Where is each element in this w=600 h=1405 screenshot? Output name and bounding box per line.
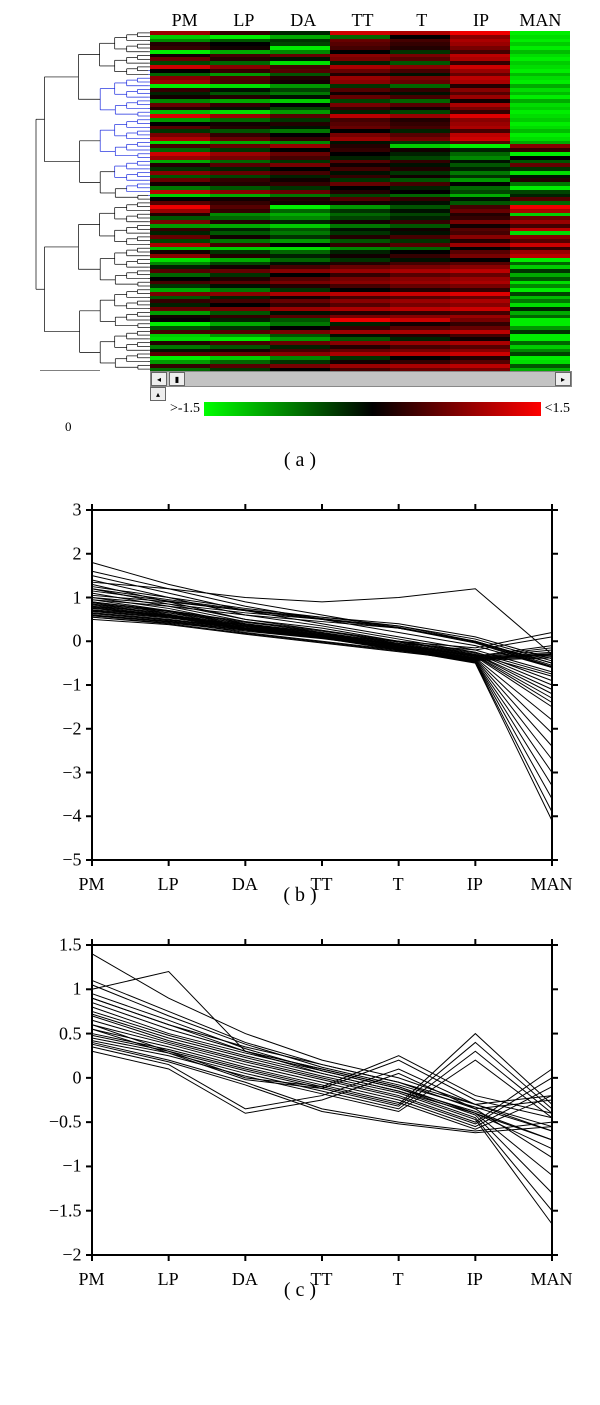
chart-svg [37,500,564,870]
panel-c-caption: ( c ) [30,1279,570,1302]
heatmap-column [390,31,450,371]
x-tick-label: PM [78,874,104,895]
y-tick-label: −1 [62,675,81,696]
y-tick-label: 1 [73,979,82,1000]
x-tick-label: DA [232,874,258,895]
heatmap-column [270,31,330,371]
x-tick-label: LP [158,1269,179,1290]
scroll-right-icon[interactable]: ▸ [555,372,571,386]
y-tick-label: 2 [73,543,82,564]
scroll-up-icon[interactable]: ▴ [150,387,166,401]
heatmap-col-label: PM [155,10,214,31]
y-tick-label: −3 [62,762,81,783]
x-tick-label: TT [311,874,333,895]
x-tick-label: PM [78,1269,104,1290]
y-tick-label: 1 [73,587,82,608]
heatmap-col-label: DA [274,10,333,31]
heatmap-grid [150,31,570,371]
heatmap-column [450,31,510,371]
y-tick-label: 0.5 [59,1023,82,1044]
x-tick-label: MAN [530,1269,572,1290]
heatmap-col-label: LP [214,10,273,31]
y-tick-label: −4 [62,806,81,827]
panel-b-caption: ( b ) [30,884,570,907]
x-tick-label: LP [158,874,179,895]
y-tick-label: 0 [73,631,82,652]
y-tick-label: −5 [62,850,81,871]
scroll-left-icon[interactable]: ◂ [151,372,167,386]
color-scale-bar [204,402,541,416]
x-tick-label: IP [467,874,483,895]
y-tick-label: 3 [73,500,82,521]
x-tick-label: DA [232,1269,258,1290]
page: PM LP DA TT T IP MAN ◂ ▮ ▸ ▴ >-1.5 <1.5 … [0,10,600,1405]
heatmap-column [210,31,270,371]
heatmap-column [330,31,390,371]
heatmap-column [510,31,570,371]
heatmap-col-label: MAN [511,10,570,31]
heatmap-v-scrollbar[interactable]: ▴ [150,387,570,401]
panel-a: PM LP DA TT T IP MAN ◂ ▮ ▸ ▴ >-1.5 <1.5 … [30,10,570,435]
y-tick-label: −0.5 [49,1112,82,1133]
y-tick-label: −1 [62,1156,81,1177]
color-scale: >-1.5 <1.5 [170,401,570,417]
heatmap-col-label: T [392,10,451,31]
heatmap-body [30,31,570,371]
panel-a-caption: ( a ) [30,449,570,472]
x-tick-label: T [393,1269,404,1290]
scroll-handle-icon[interactable]: ▮ [169,372,185,386]
chart-svg [37,935,564,1265]
heatmap-col-label: TT [333,10,392,31]
x-tick-label: T [393,874,404,895]
x-tick-label: IP [467,1269,483,1290]
x-tick-label: TT [311,1269,333,1290]
y-tick-label: −2 [62,1245,81,1266]
heatmap-h-scrollbar[interactable]: ◂ ▮ ▸ [150,371,572,387]
y-tick-label: 0 [73,1067,82,1088]
panel-b: −5−4−3−2−10123PMLPDATTTIPMAN [37,500,564,870]
panel-c: −2−1.5−1−0.500.511.5PMLPDATTTIPMAN [37,935,564,1265]
dendrogram [30,31,150,371]
heatmap-column-labels: PM LP DA TT T IP MAN [30,10,570,31]
y-tick-label: 1.5 [59,935,82,956]
dendrogram-axis-label: 0 [30,419,570,435]
color-scale-max-label: <1.5 [545,401,570,417]
heatmap-column [150,31,210,371]
y-tick-label: −1.5 [49,1200,82,1221]
color-scale-min-label: >-1.5 [170,401,200,417]
x-tick-label: MAN [530,874,572,895]
heatmap-col-label: IP [451,10,510,31]
y-tick-label: −2 [62,718,81,739]
